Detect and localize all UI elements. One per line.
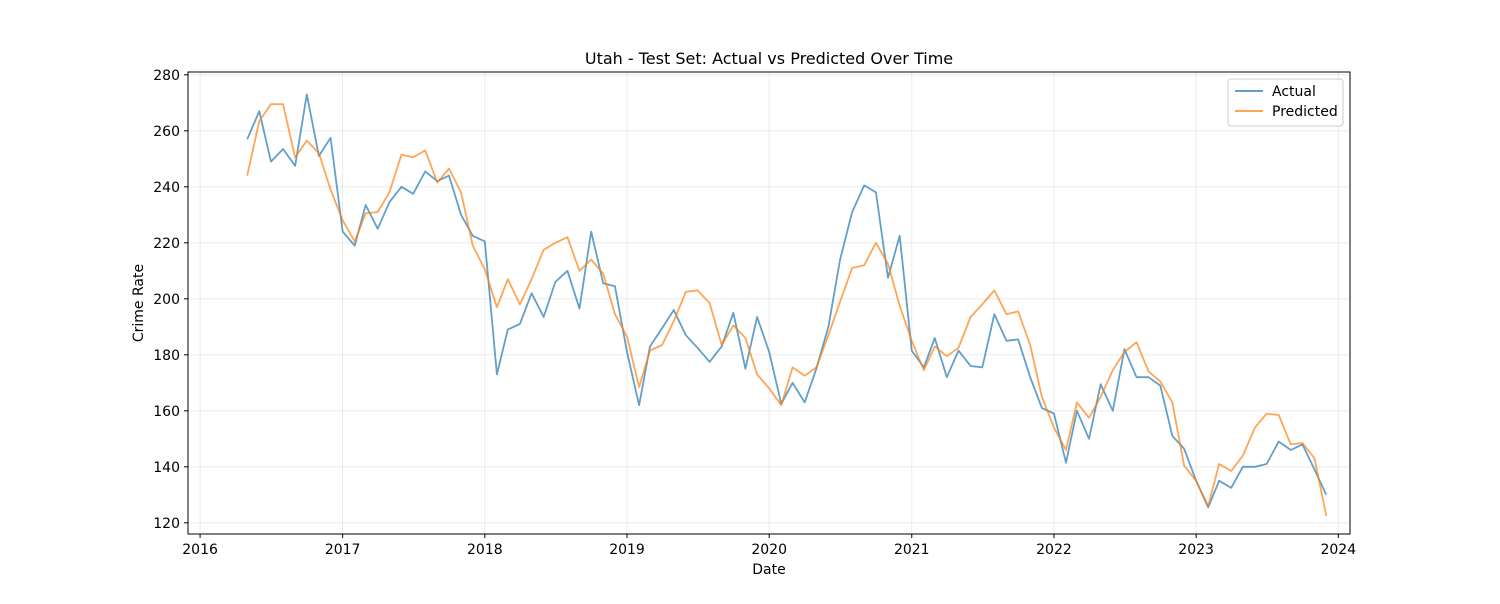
chart-title: Utah - Test Set: Actual vs Predicted Ove…	[585, 49, 953, 68]
x-tick-label: 2022	[1036, 542, 1072, 558]
x-tick-label: 2021	[894, 542, 930, 558]
y-tick-label: 260	[153, 124, 180, 140]
x-tick-label: 2018	[467, 542, 503, 558]
series-line-actual	[246, 93, 1328, 509]
grid-lines	[188, 72, 1350, 534]
axis-ticks: 120 140 160 180 200 220 240 260 280 2016 2017 2018 2…	[153, 68, 1356, 558]
y-tick-label: 160	[153, 404, 180, 420]
series-lines	[246, 93, 1328, 516]
x-tick-label: 2023	[1178, 542, 1214, 558]
y-axis-label: Crime Rate	[131, 264, 147, 342]
series-line-predicted	[246, 103, 1328, 516]
legend: Actual Predicted	[1227, 78, 1344, 127]
y-tick-label: 120	[153, 516, 180, 532]
x-tick-label: 2017	[325, 542, 361, 558]
x-tick-label: 2016	[182, 542, 218, 558]
x-axis-label: Date	[752, 562, 785, 578]
legend-actual-label: Actual	[1272, 84, 1316, 100]
x-tick-label: 2024	[1320, 542, 1356, 558]
y-tick-label: 280	[153, 68, 180, 84]
y-tick-label: 240	[153, 180, 180, 196]
y-tick-label: 140	[153, 460, 180, 476]
y-tick-label: 200	[153, 292, 180, 308]
y-tick-label: 180	[153, 348, 180, 364]
y-tick-label: 220	[153, 236, 180, 252]
legend-predicted-label: Predicted	[1272, 104, 1338, 120]
x-tick-label: 2020	[751, 542, 787, 558]
x-tick-label: 2019	[609, 542, 645, 558]
